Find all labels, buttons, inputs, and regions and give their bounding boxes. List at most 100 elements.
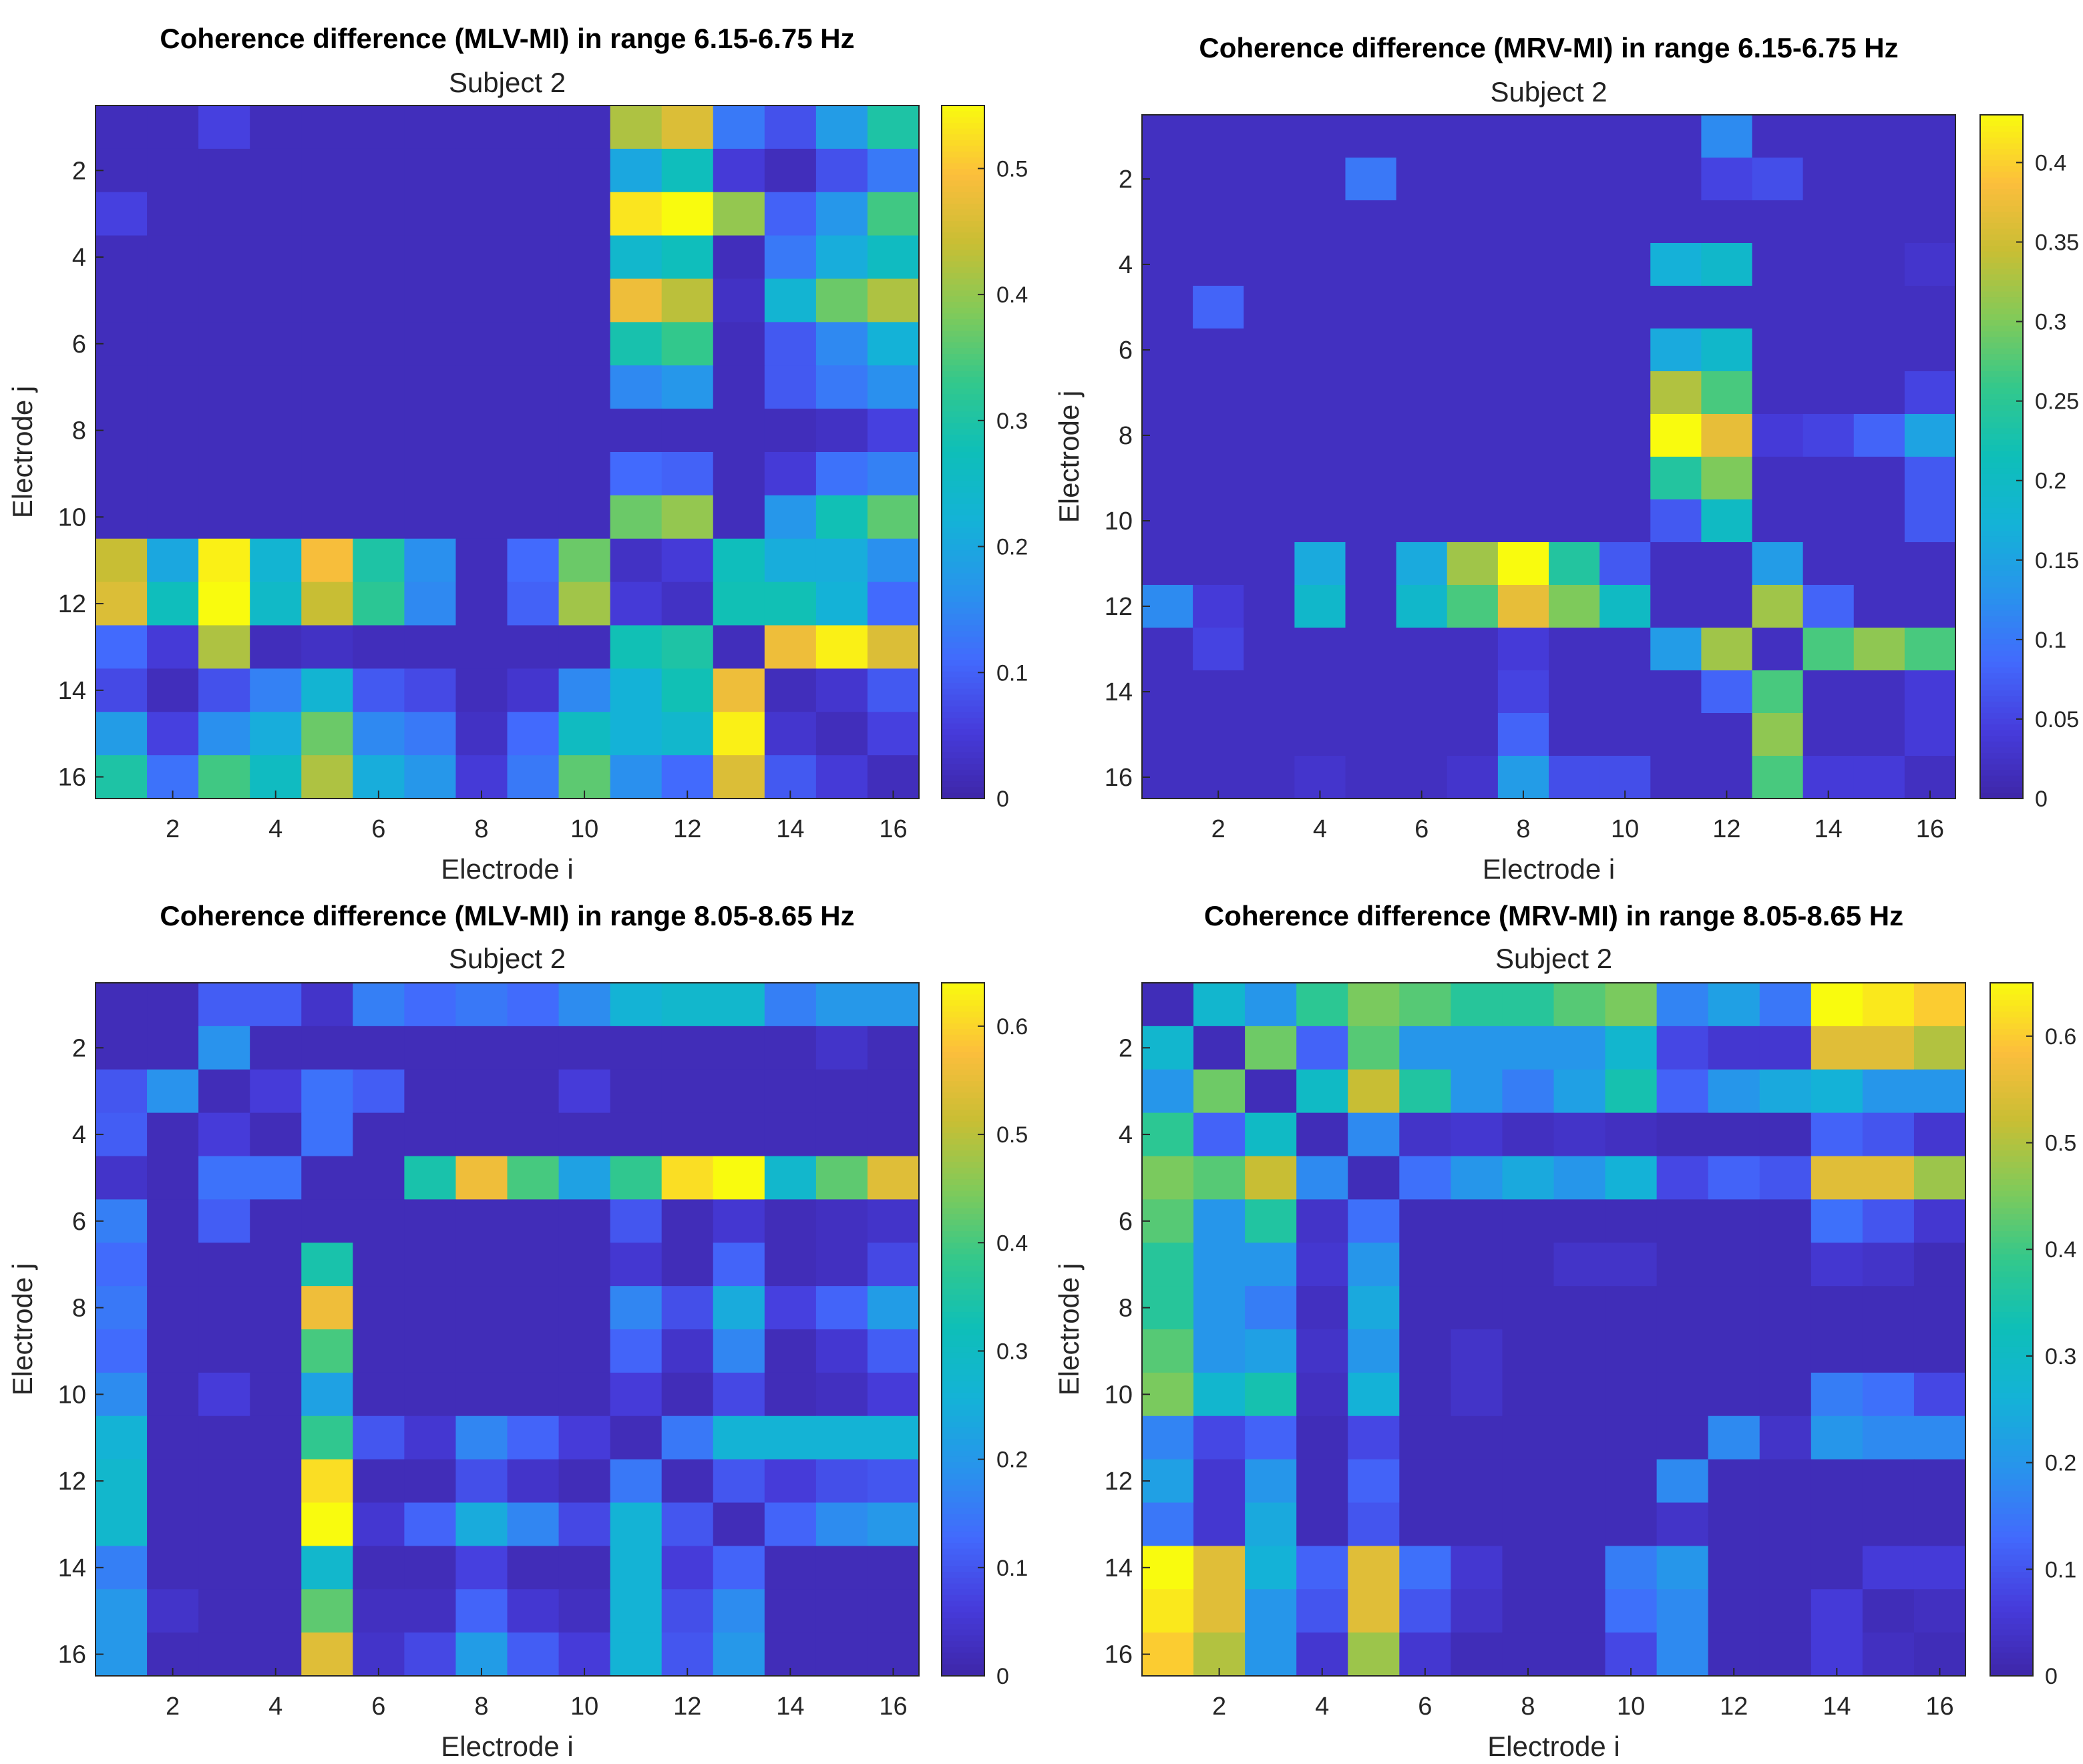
colorbar-segment bbox=[942, 475, 984, 481]
colorbar-segment bbox=[942, 1283, 984, 1290]
heatmap-cell-5-5 bbox=[301, 278, 353, 322]
colorbar-segment bbox=[1980, 502, 2023, 509]
colorbar-segment bbox=[942, 573, 984, 580]
heatmap-cell-10-16 bbox=[867, 1372, 920, 1417]
heatmap-cell-4-15 bbox=[815, 1112, 868, 1157]
heatmap-cell-14-3 bbox=[1245, 1546, 1297, 1590]
colorbar-segment bbox=[1990, 1064, 2033, 1070]
colorbar-segment bbox=[1980, 701, 2023, 708]
colorbar-segment bbox=[942, 1577, 984, 1584]
y-tick-label: 6 bbox=[72, 1208, 86, 1236]
heatmap-cell-7-13 bbox=[713, 365, 765, 409]
heatmap-cell-4-9 bbox=[1553, 1112, 1606, 1157]
colorbar-segment bbox=[1980, 741, 2023, 748]
colorbar-segment bbox=[942, 1369, 984, 1376]
colorbar-segment bbox=[1980, 473, 2023, 480]
heatmap-cell-12-11 bbox=[610, 1459, 662, 1504]
heatmap-cell-13-6 bbox=[353, 1502, 405, 1546]
colorbar-segment bbox=[942, 1006, 984, 1012]
colorbar-segment bbox=[942, 521, 984, 528]
heatmap-cell-13-5 bbox=[301, 625, 353, 669]
heatmap-cell-7-5 bbox=[301, 1243, 353, 1287]
heatmap-cell-3-9 bbox=[507, 1069, 560, 1114]
heatmap-cell-8-1 bbox=[1142, 414, 1193, 457]
heatmap-panel-4: Coherence difference (MRV-MI) in range 8… bbox=[1053, 900, 2076, 1762]
heatmap-cell-14-3 bbox=[198, 668, 250, 712]
heatmap-cell-1-13 bbox=[713, 983, 765, 1027]
heatmap-cell-6-16 bbox=[867, 1199, 920, 1243]
heatmap-cell-8-11 bbox=[1650, 414, 1702, 457]
x-tick-label: 12 bbox=[673, 1693, 701, 1721]
heatmap-cell-15-14 bbox=[764, 1589, 817, 1633]
heatmap-cell-10-2 bbox=[1193, 1372, 1246, 1417]
x-tick-label: 16 bbox=[879, 815, 907, 843]
heatmap-cell-8-5 bbox=[301, 1286, 353, 1330]
y-axis-label: Electrode j bbox=[7, 1263, 38, 1395]
heatmap-cell-5-9 bbox=[507, 278, 560, 322]
heatmap-cell-8-15 bbox=[815, 1286, 868, 1330]
heatmap-cell-5-10 bbox=[558, 278, 611, 322]
colorbar-segment bbox=[942, 527, 984, 533]
colorbar-segment bbox=[942, 1646, 984, 1653]
heatmap-cell-13-6 bbox=[1399, 1502, 1451, 1546]
colorbar-segment bbox=[942, 1323, 984, 1330]
heatmap-cell-12-1 bbox=[1142, 585, 1193, 628]
colorbar-segment bbox=[942, 787, 984, 793]
colorbar-segment bbox=[1980, 485, 2023, 491]
colorbar-segment bbox=[1980, 280, 2023, 286]
colorbar-tick-label: 0 bbox=[2035, 787, 2048, 812]
heatmap-cell-1-12 bbox=[1701, 115, 1753, 158]
heatmap-cell-11-9 bbox=[507, 538, 560, 583]
heatmap-cell-8-11 bbox=[610, 409, 662, 453]
y-tick-label: 4 bbox=[1119, 1121, 1133, 1149]
heatmap-cell-5-7 bbox=[1451, 1156, 1503, 1200]
heatmap-cell-7-12 bbox=[1701, 371, 1753, 415]
heatmap-cell-11-7 bbox=[1447, 542, 1499, 586]
heatmap-cell-13-10 bbox=[558, 1502, 611, 1546]
colorbar-segment bbox=[942, 700, 984, 707]
heatmap-cell-1-16 bbox=[1904, 115, 1956, 158]
colorbar-segment bbox=[942, 764, 984, 770]
heatmap-cell-15-2 bbox=[1193, 1589, 1246, 1633]
heatmap-cell-2-14 bbox=[1803, 158, 1855, 201]
colorbar-segment bbox=[942, 1110, 984, 1116]
colorbar-segment bbox=[1980, 491, 2023, 497]
heatmap-cell-3-2 bbox=[147, 1069, 199, 1114]
heatmap-cell-4-14 bbox=[1811, 1112, 1863, 1157]
heatmap-cell-7-13 bbox=[1759, 1243, 1812, 1287]
colorbar-segment bbox=[942, 544, 984, 551]
heatmap-cell-1-5 bbox=[301, 983, 353, 1027]
colorbar-segment bbox=[1990, 1138, 2033, 1145]
colorbar-segment bbox=[1990, 1341, 2033, 1347]
colorbar-segment bbox=[1990, 1121, 2033, 1128]
colorbar-tick-label: 0.35 bbox=[2035, 230, 2079, 256]
heatmap-cell-10-7 bbox=[1451, 1372, 1503, 1417]
heatmap-cell-8-1 bbox=[96, 409, 148, 453]
heatmap-cell-14-15 bbox=[815, 1546, 868, 1590]
colorbar-tick-label: 0.4 bbox=[2035, 150, 2066, 176]
colorbar-segment bbox=[1980, 302, 2023, 309]
heatmap-cell-9-9 bbox=[507, 1329, 560, 1373]
x-tick-label: 4 bbox=[1315, 1693, 1329, 1721]
colorbar-segment bbox=[942, 209, 984, 216]
heatmap-cell-9-3 bbox=[198, 1329, 250, 1373]
colorbar-segment bbox=[1980, 246, 2023, 252]
heatmap-cell-3-10 bbox=[1605, 1069, 1658, 1114]
heatmap-cell-8-12 bbox=[661, 409, 714, 453]
heatmap-cell-3-8 bbox=[1497, 200, 1549, 244]
colorbar-segment bbox=[942, 1462, 984, 1469]
colorbar-segment bbox=[942, 1219, 984, 1226]
colorbar-segment bbox=[1980, 639, 2023, 646]
colorbar-segment bbox=[942, 671, 984, 678]
heatmap-cell-7-13 bbox=[713, 1243, 765, 1287]
heatmap-cell-11-2 bbox=[1193, 542, 1244, 586]
colorbar-segment bbox=[942, 377, 984, 383]
heatmap-cell-14-9 bbox=[507, 668, 560, 712]
heatmap-cell-4-11 bbox=[1656, 1112, 1709, 1157]
heatmap-cell-7-3 bbox=[198, 365, 250, 409]
colorbar-segment bbox=[1980, 223, 2023, 230]
heatmap-cell-9-10 bbox=[558, 1329, 611, 1373]
heatmap-cell-15-12 bbox=[1701, 713, 1753, 756]
colorbar-segment bbox=[942, 1652, 984, 1659]
heatmap-cell-10-1 bbox=[96, 1372, 148, 1417]
